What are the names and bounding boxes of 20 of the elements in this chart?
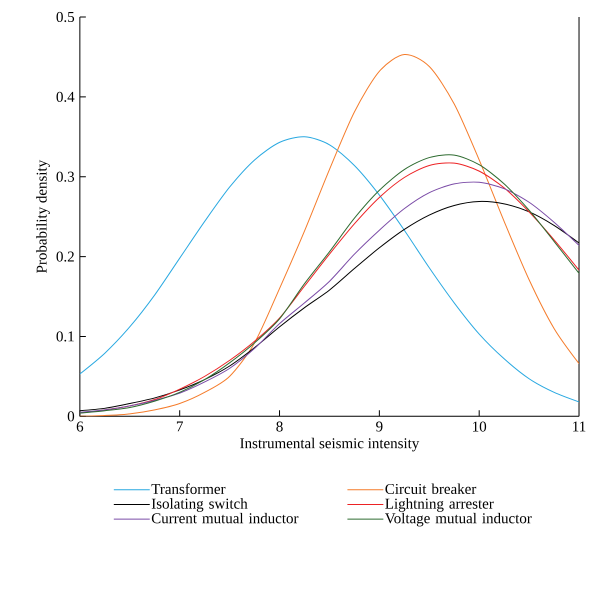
- x-tick-label: 9: [376, 422, 382, 432]
- y-tick-label: 0.5: [56, 12, 74, 22]
- legend-label: Lightning arrester: [385, 498, 494, 512]
- y-tick-label: 0: [68, 411, 74, 422]
- x-tick-label: 7: [176, 421, 183, 432]
- y-tick-label: 0.4: [56, 92, 74, 102]
- legend-label: Isolating switch: [152, 498, 248, 512]
- y-axis-title: Probability density: [36, 160, 50, 273]
- legend-label: Circuit breaker: [385, 483, 476, 494]
- y-tick-label: 0.1: [56, 331, 74, 342]
- x-tick-label: 6: [76, 422, 84, 432]
- legend-label: Voltage mutual inductor: [385, 512, 532, 526]
- y-tick-label: 0.2: [56, 251, 74, 262]
- y-tick-label: 0.3: [56, 172, 74, 182]
- legend-label: Transformer: [152, 483, 226, 494]
- x-tick-label: 10: [473, 421, 486, 432]
- legend-label: Current mutual inductor: [152, 512, 298, 524]
- x-axis-title: Instrumental seismic intensity: [240, 438, 420, 452]
- x-tick-label: 8: [276, 421, 283, 432]
- x-tick-label: 11: [573, 422, 586, 432]
